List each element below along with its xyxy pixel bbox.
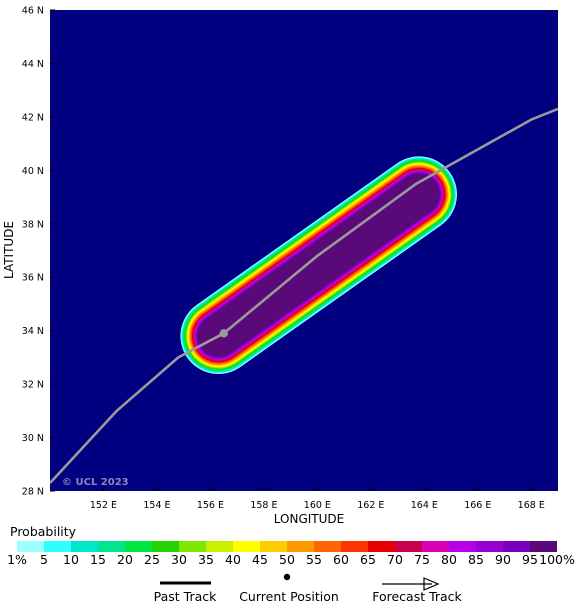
x-tick-label: 156 E [197,500,224,511]
legend-color-bar [17,541,557,552]
legend-color-cell [152,541,179,552]
legend-label: 35 [198,552,214,567]
legend-label: 90 [495,552,511,567]
legend-color-cell [98,541,125,552]
legend-label: 5 [40,552,48,567]
forecast-track-label: Forecast Track [372,589,462,604]
x-tick-label: 162 E [357,500,384,511]
legend-label: 25 [144,552,160,567]
legend-color-cell [476,541,503,552]
legend-color-cell [287,541,314,552]
current-position-label: Current Position [239,589,339,604]
legend-label: 80 [441,552,457,567]
x-tick-label: 168 E [518,500,545,511]
legend-label: 100% [539,552,575,567]
legend-color-cell [530,541,557,552]
x-tick-label: 158 E [250,500,277,511]
legend-color-cell [341,541,368,552]
y-tick-label: 42 N [22,112,44,123]
y-tick-label: 38 N [22,219,44,230]
legend-label: 60 [333,552,349,567]
legend-label: 50 [279,552,295,567]
y-tick-label: 34 N [22,326,44,337]
legend-label: 15 [90,552,106,567]
legend-label: 20 [117,552,133,567]
legend-color-cell [422,541,449,552]
x-tick-label: 160 E [304,500,331,511]
legend-color-cell [260,541,287,552]
y-tick-label: 28 N [22,487,44,498]
legend-label: 95 [522,552,538,567]
legend-label: 45 [252,552,268,567]
legend-color-cell [314,541,341,552]
x-tick-label: 154 E [143,500,170,511]
storm-track [50,107,558,484]
legend-color-cell [17,541,44,552]
legend-color-cell [233,541,260,552]
legend-label: 1% [7,552,27,567]
y-axis-title: LATITUDE [2,221,16,279]
legend-label: 55 [306,552,322,567]
y-tick-label: 36 N [22,273,44,284]
legend-title: Probability [10,524,77,539]
legend-label: 75 [414,552,430,567]
current-position-marker [219,329,228,338]
legend-color-cell [44,541,71,552]
y-tick-label: 46 N [22,6,44,17]
legend-color-cell [395,541,422,552]
legend-color-cell [503,541,530,552]
legend-color-cell [179,541,206,552]
y-tick-label: 32 N [22,380,44,391]
legend-label: 65 [360,552,376,567]
x-axis-title: LONGITUDE [274,512,344,526]
current-position-dot [283,573,291,581]
legend-label: 70 [387,552,403,567]
x-tick-label: 166 E [464,500,491,511]
legend-label: 30 [171,552,187,567]
x-tick-label: 164 E [411,500,438,511]
legend-label: 40 [225,552,241,567]
legend-color-cell [71,541,98,552]
y-tick-label: 30 N [22,433,44,444]
legend-color-cell [368,541,395,552]
legend-label: 10 [63,552,79,567]
y-tick-label: 44 N [22,59,44,70]
legend-label: 85 [468,552,484,567]
legend-color-cell [125,541,152,552]
swath-band [197,173,440,358]
x-tick-label: 152 E [90,500,117,511]
legend-color-cell [449,541,476,552]
copyright-label: © UCL 2023 [62,477,129,488]
y-tick-label: 40 N [22,166,44,177]
past-track-label: Past Track [153,589,217,604]
legend-color-cell [206,541,233,552]
forecast-track-arrow-head [423,577,440,591]
track-line [50,107,558,484]
axis-ticks: 152 E 154 E 156 E 158 E 160 E 162 E 164 E 166 E… [22,6,545,512]
probability-swath [180,156,457,375]
